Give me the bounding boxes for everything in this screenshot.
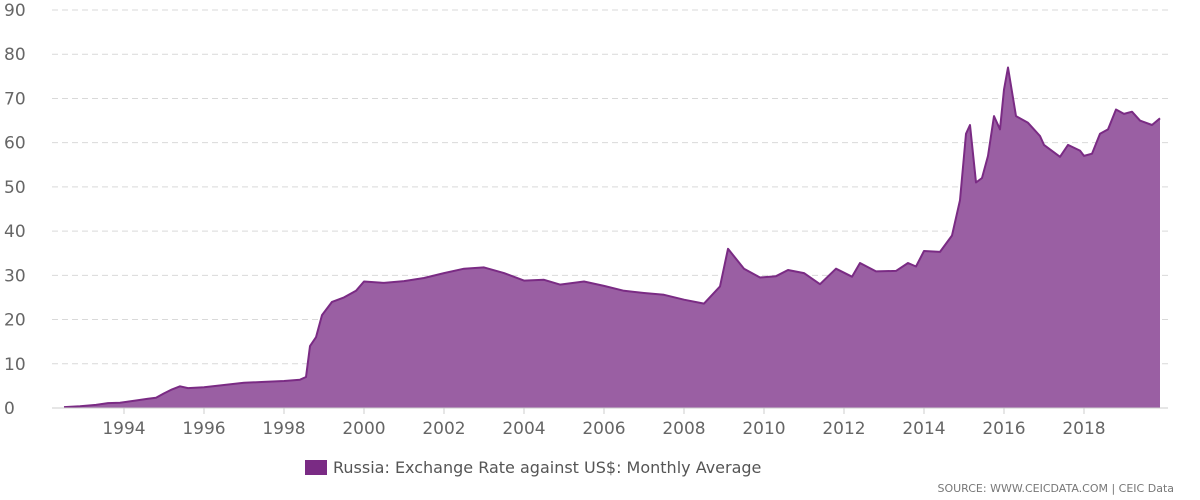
y-tick-label: 60 xyxy=(4,134,26,154)
x-tick-label: 1994 xyxy=(102,419,145,439)
series-line xyxy=(63,66,1161,409)
y-tick-label: 20 xyxy=(4,311,26,331)
y-tick-label: 50 xyxy=(4,178,26,198)
y-tick-label: 0 xyxy=(4,399,15,419)
x-tick-label: 2000 xyxy=(342,419,385,439)
x-tick-label: 2012 xyxy=(822,419,865,439)
legend: Russia: Exchange Rate against US$: Month… xyxy=(305,458,761,477)
y-axis: 0 10 20 30 40 50 60 70 80 90 xyxy=(4,1,26,419)
plot-area xyxy=(63,66,1161,409)
y-tick-label: 90 xyxy=(4,1,26,21)
y-tick-label: 10 xyxy=(4,355,26,375)
x-tick-label: 2008 xyxy=(662,419,705,439)
source-note: SOURCE: WWW.CEICDATA.COM | CEIC Data xyxy=(937,482,1174,495)
x-axis: 1994 1996 1998 2000 2002 2004 2006 2008 2010 2012… xyxy=(52,407,1168,439)
x-tick-label: 2016 xyxy=(982,419,1025,439)
x-tick-label: 1998 xyxy=(262,419,305,439)
legend-swatch xyxy=(305,460,327,475)
x-tick-label: 2002 xyxy=(422,419,465,439)
y-tick-label: 40 xyxy=(4,222,26,242)
y-tick-label: 70 xyxy=(4,89,26,109)
x-tick-label: 1996 xyxy=(182,419,225,439)
x-tick-label: 2014 xyxy=(902,419,945,439)
x-tick-label: 2010 xyxy=(742,419,785,439)
y-tick-label: 30 xyxy=(4,266,26,286)
x-tick-label: 2018 xyxy=(1062,419,1105,439)
legend-label: Russia: Exchange Rate against US$: Month… xyxy=(333,458,762,477)
y-tick-label: 80 xyxy=(4,45,26,65)
series-area-fill xyxy=(64,67,1160,408)
x-tick-label: 2006 xyxy=(582,419,625,439)
x-tick-label: 2004 xyxy=(502,419,545,439)
